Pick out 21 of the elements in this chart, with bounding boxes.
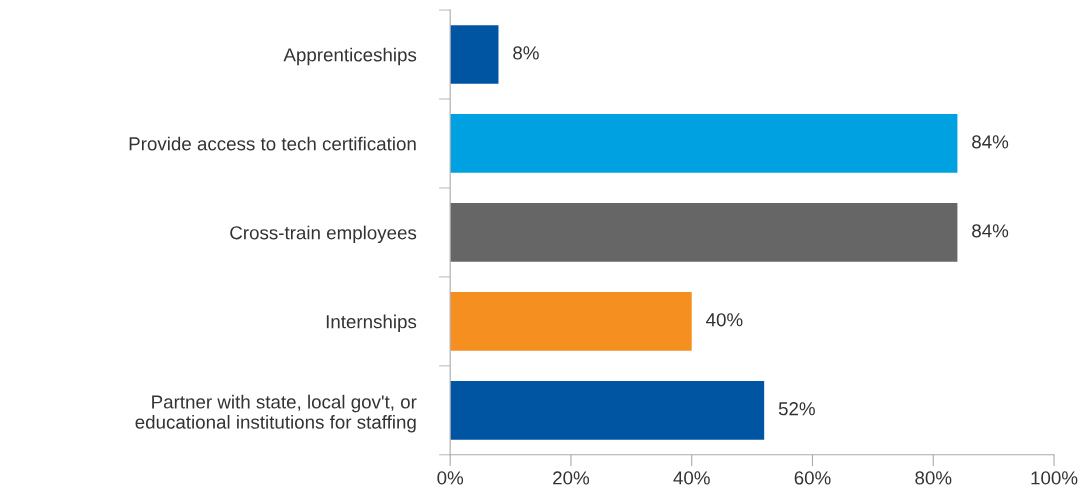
bar: [450, 25, 499, 84]
x-tick-label: 20%: [553, 471, 590, 485]
bar: [450, 292, 692, 351]
data-label: 84%: [972, 135, 1009, 149]
data-label: 8%: [513, 46, 539, 60]
data-label: 52%: [778, 402, 815, 416]
data-label: 40%: [706, 313, 743, 327]
x-tick-label: 100%: [1031, 471, 1078, 485]
bar: [450, 380, 765, 440]
x-tick-label: 40%: [673, 471, 710, 485]
y-tick-label: Cross-train employees: [230, 225, 417, 244]
y-tick-label: Apprenticeships: [283, 47, 417, 66]
bar: [450, 203, 958, 262]
data-label: 84%: [972, 224, 1009, 238]
x-tick-label: 60%: [794, 471, 831, 485]
y-tick-label: Partner with state, local gov't, or educational institutions for staffing: [135, 394, 417, 433]
bar: [450, 114, 958, 173]
x-tick-label: 0%: [437, 471, 464, 485]
x-tick-label: 80%: [915, 471, 952, 485]
y-tick-label: Provide access to tech certification: [129, 136, 416, 151]
y-tick-label: Internships: [326, 314, 417, 333]
